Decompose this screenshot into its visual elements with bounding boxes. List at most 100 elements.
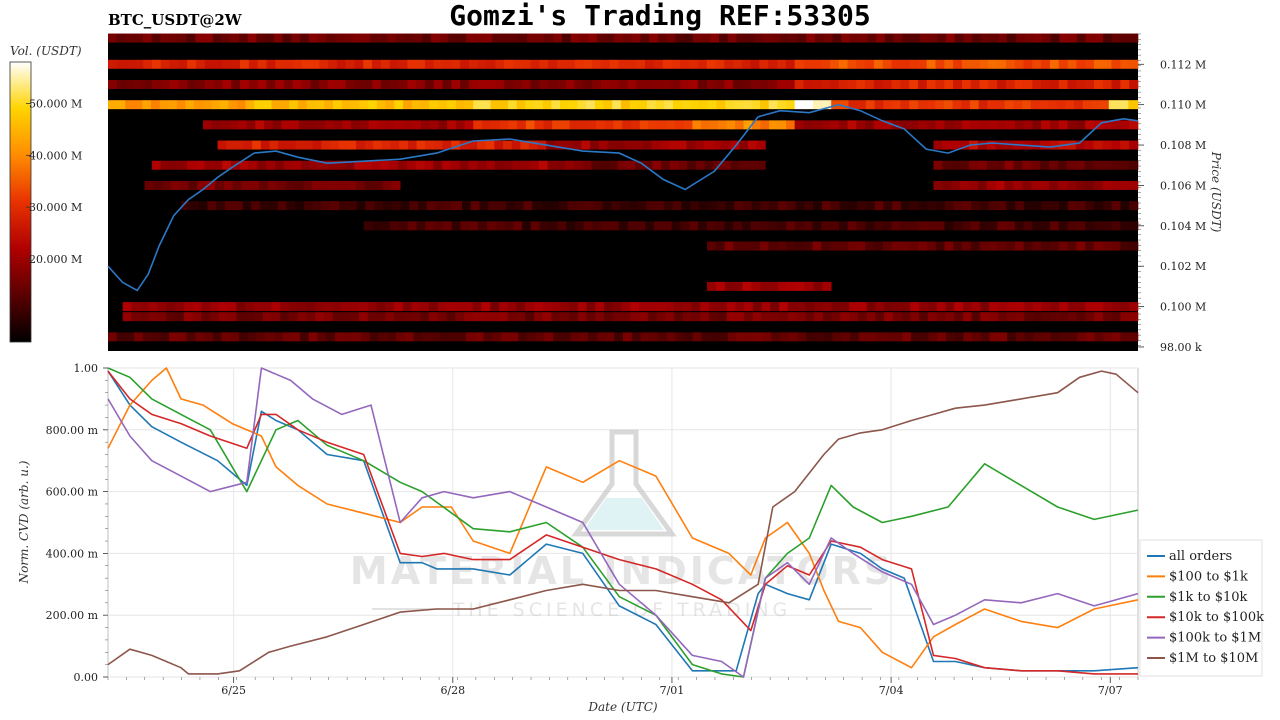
heatmap-cell <box>891 100 901 110</box>
heatmap-cell <box>292 160 302 170</box>
heatmap-cell <box>447 120 457 130</box>
heatmap-cell <box>196 59 206 69</box>
heatmap-cell <box>944 79 954 89</box>
heatmap-cell <box>347 140 357 150</box>
heatmap-cell <box>265 332 275 342</box>
heatmap-cell <box>376 302 386 312</box>
heatmap-cell <box>393 302 404 312</box>
heatmap-cell <box>468 140 478 150</box>
heatmap-cell <box>457 332 467 342</box>
heatmap-cell <box>794 100 805 110</box>
heatmap-cell <box>215 180 225 190</box>
heatmap-cell <box>760 281 770 291</box>
heatmap-cell <box>882 241 893 251</box>
heatmap-cell <box>838 59 848 69</box>
heatmap-cell <box>1004 100 1014 110</box>
heatmap-cell <box>988 120 998 130</box>
heatmap-cell <box>455 312 465 322</box>
heatmap-cell <box>639 312 649 322</box>
heatmap-cell <box>321 201 331 211</box>
heatmap-cell <box>1128 100 1139 110</box>
heatmap-cell <box>490 312 500 322</box>
heatmap-cell <box>1074 100 1084 110</box>
heatmap-cell <box>221 332 231 342</box>
heatmap-cell <box>875 312 885 322</box>
heatmap-cell <box>751 201 761 211</box>
heatmap-cell <box>517 120 527 130</box>
heatmap-cell <box>961 100 971 110</box>
heatmap-cell <box>512 79 523 89</box>
heatmap-cell <box>455 120 465 130</box>
heatmap-cell <box>724 221 734 231</box>
heatmap-cell <box>390 221 400 231</box>
heatmap-cell <box>363 221 373 231</box>
heatmap-cell <box>1015 201 1025 211</box>
heatmap-cell <box>1076 79 1086 89</box>
heatmap-cell <box>753 33 763 43</box>
heatmap-cell <box>751 281 761 291</box>
heatmap-cell <box>858 33 868 43</box>
heatmap-cell <box>341 312 351 322</box>
heatmap-cell <box>481 312 491 322</box>
heatmap-cell <box>301 59 311 69</box>
heatmap-cell <box>470 201 480 211</box>
heatmap-cell <box>901 302 911 312</box>
heatmap-cell <box>442 59 452 69</box>
legend-label: $1k to $10k <box>1169 590 1248 605</box>
heatmap-cell <box>927 312 937 322</box>
heatmap-cell <box>567 201 577 211</box>
heatmap-cell <box>144 180 154 190</box>
heatmap-cell <box>198 201 208 211</box>
heatmap-cell <box>486 59 496 69</box>
heatmap-cell <box>829 79 839 89</box>
heatmap-cell <box>1059 33 1069 43</box>
heatmap-cell <box>700 312 710 322</box>
heatmap-cell <box>654 221 664 231</box>
heatmap-cell <box>1068 332 1078 342</box>
heatmap-cell <box>865 120 875 130</box>
heatmap-cell <box>372 59 382 69</box>
heatmap-cell <box>556 160 566 170</box>
heatmap-cell <box>986 160 997 170</box>
heatmap-cell <box>1085 120 1095 130</box>
heatmap-cell <box>841 332 851 342</box>
heatmap-cell <box>636 221 646 231</box>
heatmap-cell <box>288 312 298 322</box>
heatmap-cell <box>312 201 322 211</box>
heatmap-cell <box>576 201 586 211</box>
heatmap-cell <box>882 221 892 231</box>
heatmap-cell <box>534 302 544 312</box>
heatmap-cell <box>403 100 413 110</box>
heatmap-cell <box>336 79 346 89</box>
heatmap-cell <box>1067 120 1077 130</box>
heatmap-cell <box>618 59 628 69</box>
heatmap-cell <box>891 120 901 130</box>
heatmap-cell <box>319 79 329 89</box>
heatmap-cell <box>706 79 716 89</box>
heatmap-cell <box>569 302 579 312</box>
heatmap-cell <box>812 59 822 69</box>
heatmap-cell <box>187 160 197 170</box>
heatmap-cell <box>303 180 313 190</box>
heatmap-cell <box>285 180 295 190</box>
heatmap-cell <box>188 180 198 190</box>
heatmap-cell <box>1076 312 1086 322</box>
heatmap-cell <box>812 221 822 231</box>
heatmap-cell <box>271 302 281 312</box>
heatmap-cell <box>750 79 760 89</box>
heatmap-cell <box>166 302 176 312</box>
heatmap-cell <box>298 120 308 130</box>
heatmap-cell <box>995 140 1005 150</box>
heatmap-cell <box>961 79 972 89</box>
colorbar-tick-label: 50.000 M <box>29 97 82 110</box>
heatmap-cell <box>1102 180 1112 190</box>
heatmap-cell <box>742 201 753 211</box>
heatmap-cell <box>464 120 474 130</box>
chart-title: Gomzi's Trading REF:53305 <box>449 0 870 32</box>
heatmap-cell <box>796 302 806 312</box>
heatmap-cell <box>420 100 430 110</box>
heatmap-cell <box>508 120 518 130</box>
heatmap-cell <box>1120 120 1130 130</box>
heatmap-cell <box>1049 160 1059 170</box>
heatmap-cell <box>823 332 833 342</box>
